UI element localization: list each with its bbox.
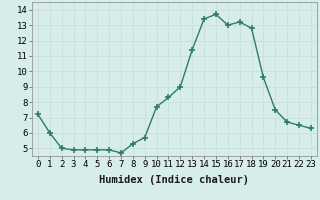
X-axis label: Humidex (Indice chaleur): Humidex (Indice chaleur) <box>100 175 249 185</box>
